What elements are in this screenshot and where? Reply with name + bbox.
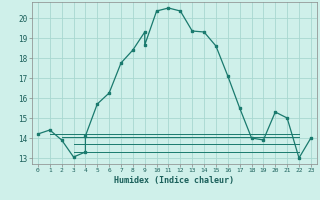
X-axis label: Humidex (Indice chaleur): Humidex (Indice chaleur) xyxy=(115,176,234,185)
